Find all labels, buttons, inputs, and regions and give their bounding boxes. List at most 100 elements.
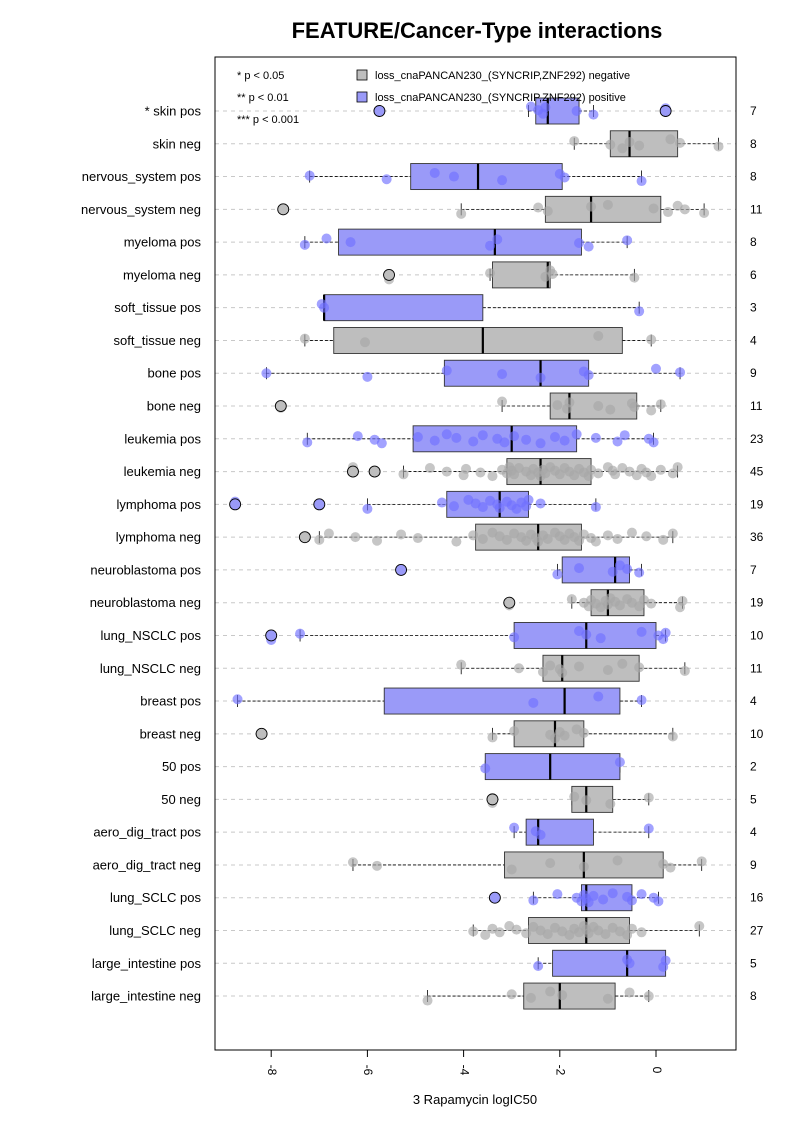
data-point [542, 533, 553, 544]
data-point [429, 167, 440, 178]
data-point [535, 372, 546, 383]
legend-swatch-negative [356, 69, 368, 81]
outlier-point [383, 268, 395, 281]
data-point [535, 438, 546, 449]
data-point [513, 663, 524, 674]
data-point [398, 469, 409, 480]
data-point [634, 567, 645, 578]
data-point [660, 955, 671, 966]
data-point [451, 536, 462, 547]
data-point [593, 691, 604, 702]
outlier-point [274, 400, 287, 412]
row-count: 8 [750, 235, 757, 249]
data-point [636, 626, 647, 637]
data-point [679, 665, 690, 676]
data-point [571, 106, 582, 116]
data-point [350, 532, 361, 543]
data-point [509, 726, 520, 737]
data-point [634, 140, 645, 151]
box [544, 195, 662, 223]
data-point [636, 889, 647, 900]
data-point [302, 437, 313, 448]
data-point [578, 727, 589, 738]
data-point [552, 400, 563, 411]
row-label: lymphoma pos [116, 497, 201, 512]
data-point [261, 368, 272, 379]
row-label: lung_NSCLC neg [100, 661, 201, 676]
row-count: 7 [750, 104, 757, 118]
data-point [468, 436, 479, 447]
data-point [509, 822, 520, 833]
data-point [359, 337, 370, 348]
data-point [299, 333, 310, 344]
row-label: leukemia pos [124, 431, 201, 446]
data-point [646, 471, 657, 482]
data-point [694, 921, 705, 931]
x-axis-label: 3 Rapamycin logIC50 [413, 1092, 537, 1107]
row-count: 8 [750, 170, 757, 184]
data-point [362, 503, 373, 514]
data-point [602, 199, 613, 210]
data-point [648, 203, 659, 214]
data-point [441, 365, 452, 376]
data-point [372, 860, 383, 871]
data-point [314, 534, 325, 545]
data-point [545, 858, 556, 869]
outlier-point [488, 891, 501, 904]
data-point [347, 857, 358, 868]
row-label: aero_dig_tract neg [93, 857, 201, 872]
box [443, 359, 590, 387]
data-point [525, 992, 536, 1003]
data-point [528, 697, 539, 708]
row-label: bone pos [148, 366, 202, 381]
data-point [581, 795, 592, 806]
data-point [581, 629, 592, 640]
data-point [586, 201, 597, 212]
data-point [655, 399, 666, 410]
data-point [626, 923, 637, 934]
data-point [643, 991, 654, 1002]
row-count: 36 [750, 530, 764, 544]
chart-title: FEATURE/Cancer-Type interactions [292, 18, 663, 43]
box [523, 982, 616, 1010]
legend-label-positive: loss_cnaPANCAN230_(SYNCRIP,ZNF292) posit… [375, 92, 626, 104]
data-point [451, 432, 462, 443]
data-point [542, 206, 553, 217]
data-point [381, 174, 392, 185]
data-point [646, 405, 657, 416]
row-label: large_intestine neg [91, 989, 201, 1004]
data-point [448, 501, 459, 512]
data-point [713, 141, 724, 152]
data-point [610, 469, 621, 480]
row-count: 10 [750, 727, 764, 741]
data-point [547, 269, 558, 279]
x-axis: -8 -6 -4 -2 0 [265, 1050, 664, 1076]
data-point [412, 432, 423, 442]
legend-swatch-positive [356, 91, 368, 103]
data-point [612, 855, 623, 866]
outlier-point [368, 465, 381, 478]
data-point [602, 665, 613, 676]
sig-legend-3: *** p < 0.001 [237, 114, 299, 126]
data-point [600, 929, 611, 940]
data-point [412, 533, 423, 544]
data-point [578, 861, 589, 872]
data-point [614, 600, 625, 611]
outlier-point [373, 105, 386, 117]
series-legend: loss_cnaPANCAN230_(SYNCRIP,ZNF292) negat… [356, 69, 630, 104]
row-label: large_intestine pos [92, 956, 202, 971]
data-point [677, 595, 688, 606]
data-point [509, 632, 520, 643]
data-point [658, 534, 669, 545]
data-point [574, 563, 585, 574]
data-point [232, 694, 243, 705]
data-point [557, 667, 568, 678]
row-label: bone neg [147, 399, 201, 414]
row-count: 7 [750, 563, 757, 577]
data-point [590, 502, 601, 513]
outlier-point [503, 596, 516, 609]
row-label: breast pos [140, 694, 201, 709]
data-point [602, 993, 613, 1004]
data-point [653, 896, 664, 907]
data-point [593, 468, 604, 479]
